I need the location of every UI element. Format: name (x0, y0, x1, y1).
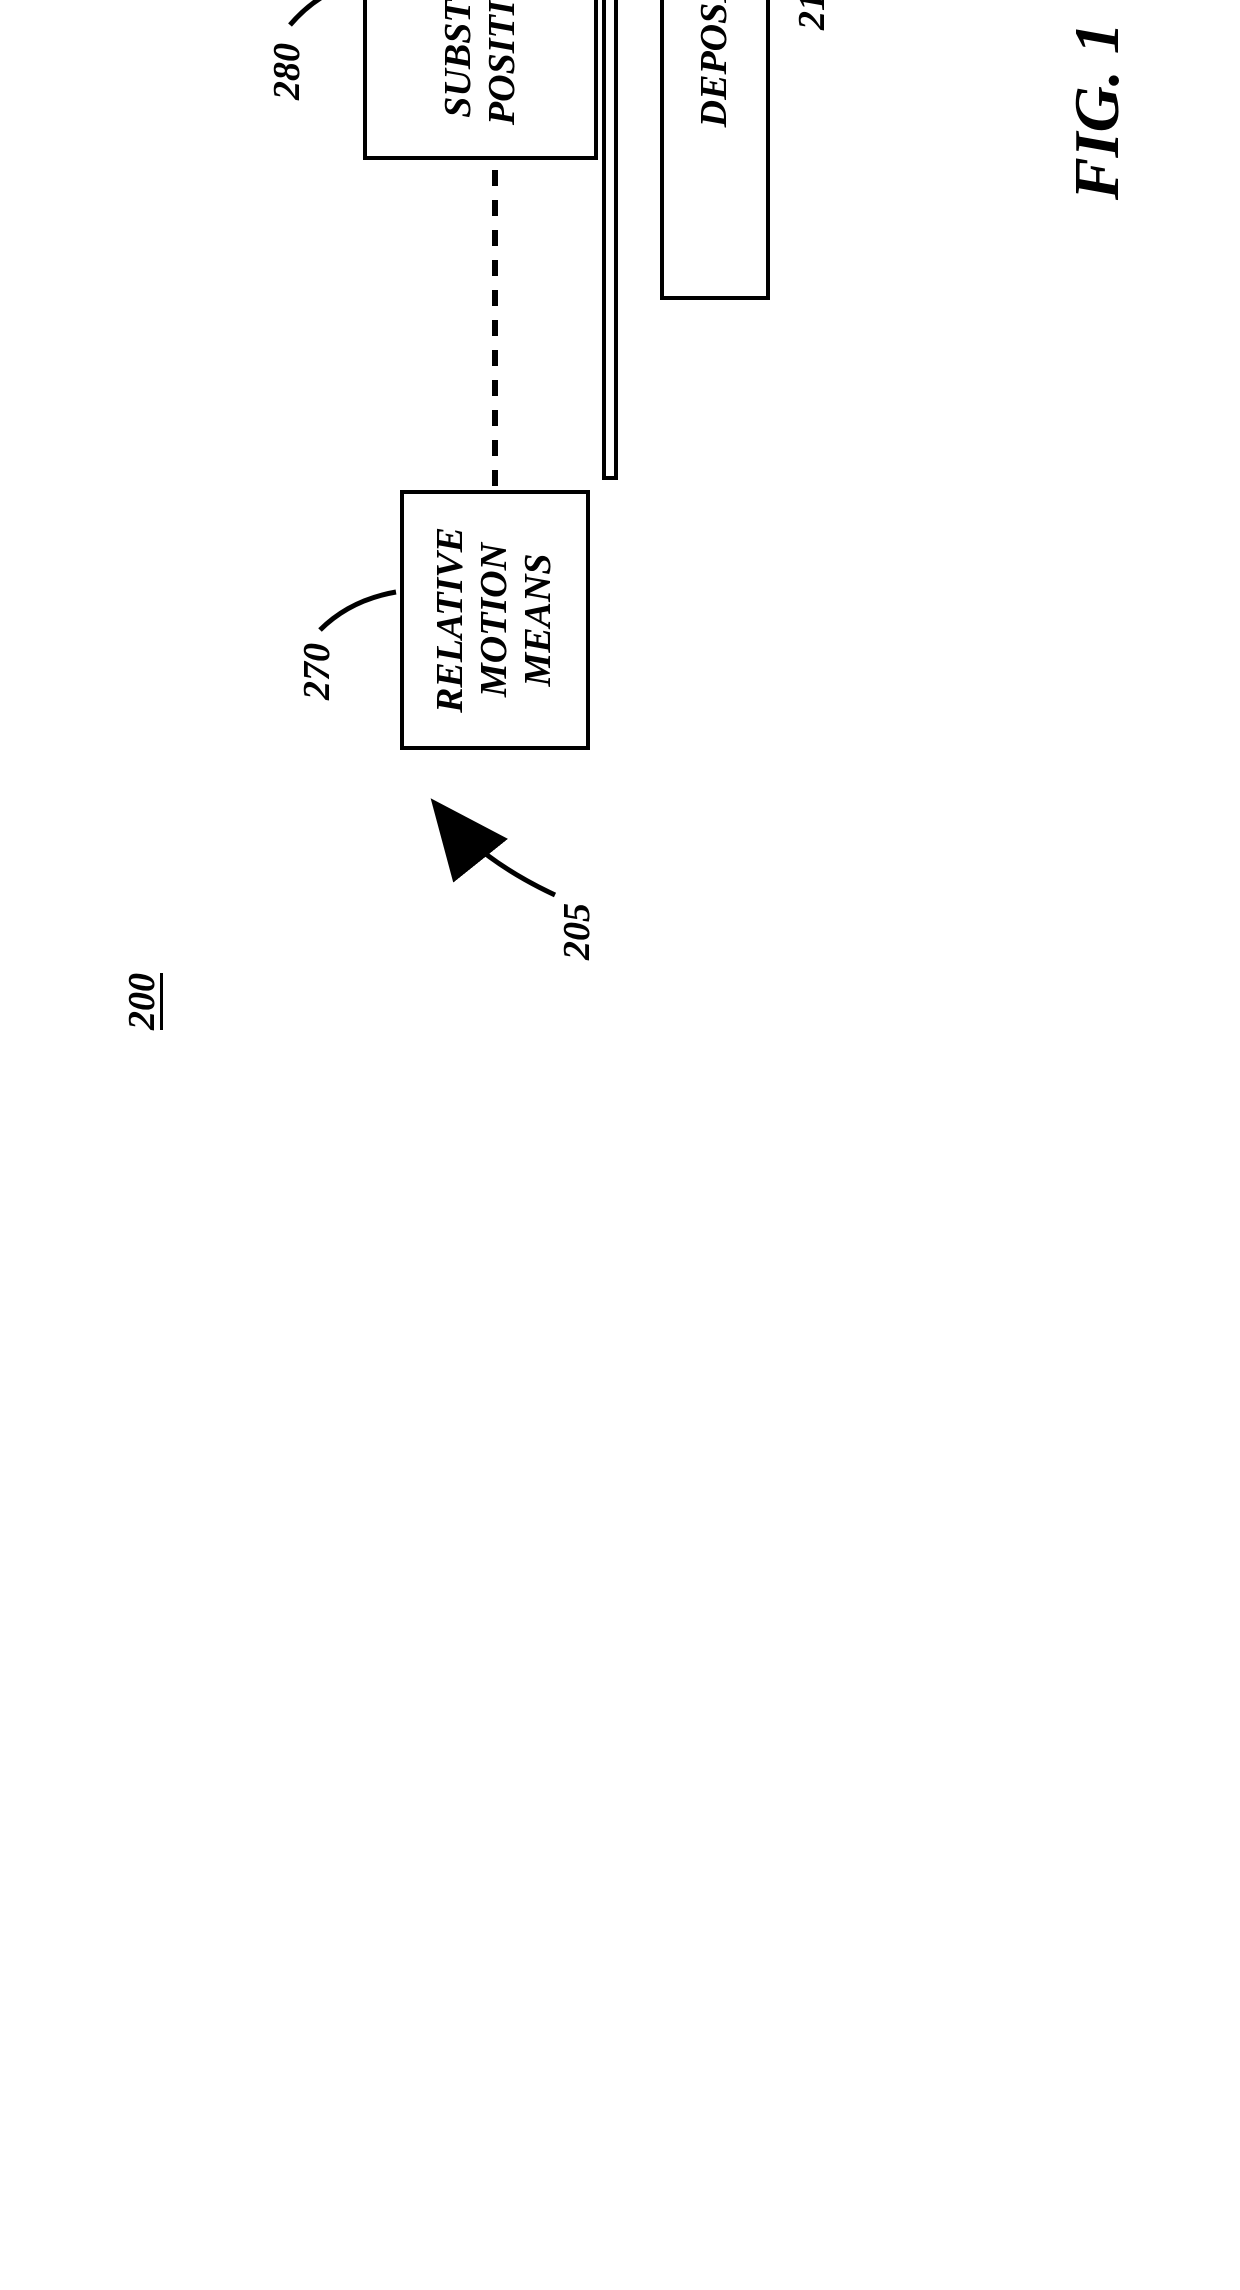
leader-270 (320, 592, 396, 630)
leader-205-arrow (440, 810, 555, 895)
deposition-unit-ref: 210 (790, 0, 834, 30)
substrate-positioner-label: SUBSTRATE POSITIONER (437, 0, 524, 125)
substrate-plate (602, 0, 618, 480)
system-ref-205: 205 (555, 903, 599, 960)
deposition-unit-label: DEPOSITION UNIT (693, 0, 737, 127)
figure-caption: FIG. 1 (1060, 22, 1134, 200)
relative-motion-label: RELATIVE MOTION MEANS (429, 527, 560, 713)
relative-motion-box: RELATIVE MOTION MEANS (400, 490, 590, 750)
leader-280 (290, 0, 360, 25)
substrate-positioner-ref: 280 (265, 43, 309, 100)
figure-ref-200: 200 (120, 973, 164, 1030)
substrate-positioner-box: SUBSTRATE POSITIONER (363, 0, 598, 160)
relative-motion-ref: 270 (295, 643, 339, 700)
diagram-canvas: 200 205 RELATIVE MOTION MEANS 270 SUBSTR… (0, 0, 1240, 1240)
deposition-unit-box: DEPOSITION UNIT (660, 0, 770, 300)
rotated-diagram-wrapper: 200 205 RELATIVE MOTION MEANS 270 SUBSTR… (0, 0, 1240, 1240)
svg-overlay (0, 0, 1240, 1240)
